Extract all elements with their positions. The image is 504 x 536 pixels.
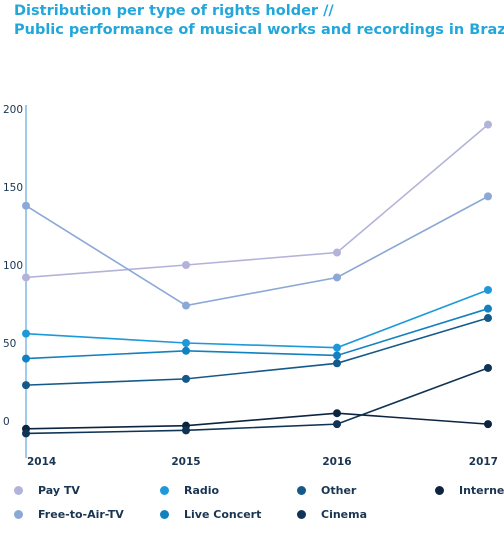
series-group bbox=[22, 120, 492, 438]
y-tick-label: 150 bbox=[3, 182, 23, 194]
x-tick-labels: 2014 2015 2016 2017 bbox=[27, 456, 498, 468]
data-point-radio bbox=[333, 343, 341, 352]
data-point-pay-tv bbox=[484, 120, 492, 129]
data-point-live-concert bbox=[484, 304, 492, 313]
y-tick-label: 50 bbox=[3, 338, 16, 350]
chart-title-line-2: Public performance of musical works and … bbox=[14, 22, 504, 38]
series-line-internet bbox=[25, 412, 489, 430]
data-point-free-to-air-tv bbox=[333, 273, 341, 282]
data-point-cinema bbox=[22, 429, 30, 438]
series-line-pay-tv bbox=[25, 123, 489, 279]
data-point-pay-tv bbox=[333, 248, 341, 257]
data-point-live-concert bbox=[333, 351, 341, 360]
data-point-other bbox=[22, 381, 30, 390]
y-tick-label: 0 bbox=[3, 416, 10, 428]
series-line-radio bbox=[25, 289, 489, 349]
data-point-internet bbox=[484, 420, 492, 429]
series-line-cinema bbox=[25, 367, 489, 435]
data-point-radio bbox=[22, 329, 30, 338]
data-point-free-to-air-tv bbox=[182, 301, 190, 310]
data-point-internet bbox=[333, 409, 341, 418]
series-line-other bbox=[25, 317, 489, 386]
data-point-radio bbox=[484, 285, 492, 294]
data-point-cinema bbox=[333, 420, 341, 429]
data-point-other bbox=[333, 359, 341, 368]
data-point-other bbox=[182, 374, 190, 383]
data-point-live-concert bbox=[22, 354, 30, 363]
data-point-free-to-air-tv bbox=[484, 192, 492, 201]
data-point-cinema bbox=[484, 363, 492, 372]
data-point-other bbox=[484, 314, 492, 323]
data-point-live-concert bbox=[182, 346, 190, 355]
chart-title: Distribution per type of rights holder /… bbox=[14, 2, 504, 40]
y-tick-labels: 0 50 100 150 200 bbox=[3, 104, 23, 428]
data-point-cinema bbox=[182, 426, 190, 435]
series-line-live-concert bbox=[25, 307, 489, 360]
x-tick-label: 2016 bbox=[322, 456, 351, 468]
y-tick-label: 100 bbox=[3, 260, 23, 272]
chart-title-line-1: Distribution per type of rights holder /… bbox=[14, 3, 334, 19]
y-tick-label: 200 bbox=[3, 104, 23, 116]
x-tick-label: 2014 bbox=[27, 456, 56, 468]
data-point-free-to-air-tv bbox=[22, 201, 30, 210]
data-point-pay-tv bbox=[22, 273, 30, 282]
x-tick-label: 2017 bbox=[469, 456, 498, 468]
x-tick-label: 2015 bbox=[171, 456, 200, 468]
data-point-pay-tv bbox=[182, 261, 190, 269]
series-line-free-to-air-tv bbox=[25, 195, 489, 307]
data-point-radio bbox=[182, 339, 190, 347]
